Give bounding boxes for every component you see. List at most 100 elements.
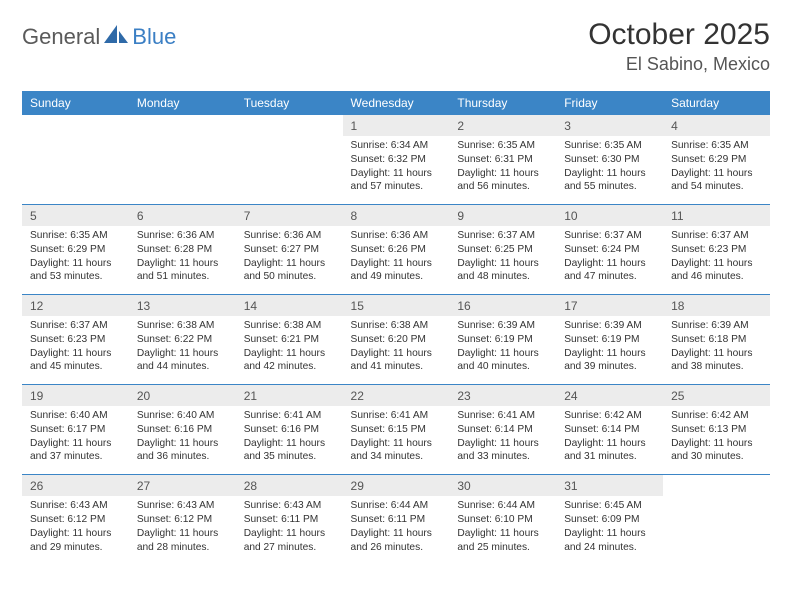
sunset-text: Sunset: 6:09 PM (564, 513, 655, 527)
sunset-text: Sunset: 6:28 PM (137, 243, 228, 257)
sunset-text: Sunset: 6:15 PM (351, 423, 442, 437)
day-number-row: 12131415161718 (22, 295, 770, 316)
daylight-text: Daylight: 11 hours and 41 minutes. (351, 347, 442, 375)
day-number-cell: 25 (663, 385, 770, 406)
sunset-text: Sunset: 6:32 PM (351, 153, 442, 167)
day-number-cell: 15 (343, 295, 450, 316)
day-number-cell (22, 115, 129, 136)
location-label: El Sabino, Mexico (588, 54, 770, 75)
day-detail-cell: Sunrise: 6:40 AMSunset: 6:17 PMDaylight:… (22, 406, 129, 475)
daylight-text: Daylight: 11 hours and 39 minutes. (564, 347, 655, 375)
day-detail-cell: Sunrise: 6:39 AMSunset: 6:18 PMDaylight:… (663, 316, 770, 385)
day-detail-cell: Sunrise: 6:35 AMSunset: 6:30 PMDaylight:… (556, 136, 663, 205)
day-detail-cell: Sunrise: 6:38 AMSunset: 6:21 PMDaylight:… (236, 316, 343, 385)
sunset-text: Sunset: 6:12 PM (30, 513, 121, 527)
day-detail-cell: Sunrise: 6:34 AMSunset: 6:32 PMDaylight:… (343, 136, 450, 205)
daylight-text: Daylight: 11 hours and 26 minutes. (351, 527, 442, 555)
day-number-row: 262728293031 (22, 475, 770, 496)
day-number-cell: 18 (663, 295, 770, 316)
daylight-text: Daylight: 11 hours and 36 minutes. (137, 437, 228, 465)
sunset-text: Sunset: 6:23 PM (30, 333, 121, 347)
day-number-cell: 9 (449, 205, 556, 226)
sunset-text: Sunset: 6:10 PM (457, 513, 548, 527)
day-number-cell: 19 (22, 385, 129, 406)
sunrise-text: Sunrise: 6:38 AM (137, 319, 228, 333)
sunset-text: Sunset: 6:18 PM (671, 333, 762, 347)
daylight-text: Daylight: 11 hours and 50 minutes. (244, 257, 335, 285)
sunrise-text: Sunrise: 6:35 AM (457, 139, 548, 153)
day-detail-cell: Sunrise: 6:43 AMSunset: 6:12 PMDaylight:… (22, 496, 129, 564)
day-number-cell: 21 (236, 385, 343, 406)
day-detail-cell: Sunrise: 6:35 AMSunset: 6:31 PMDaylight:… (449, 136, 556, 205)
day-number-cell: 8 (343, 205, 450, 226)
daylight-text: Daylight: 11 hours and 37 minutes. (30, 437, 121, 465)
sunset-text: Sunset: 6:16 PM (244, 423, 335, 437)
sunset-text: Sunset: 6:30 PM (564, 153, 655, 167)
day-detail-cell: Sunrise: 6:44 AMSunset: 6:11 PMDaylight:… (343, 496, 450, 564)
daylight-text: Daylight: 11 hours and 57 minutes. (351, 167, 442, 195)
daylight-text: Daylight: 11 hours and 24 minutes. (564, 527, 655, 555)
day-of-week-cell: Tuesday (236, 91, 343, 115)
sunrise-text: Sunrise: 6:35 AM (564, 139, 655, 153)
daylight-text: Daylight: 11 hours and 30 minutes. (671, 437, 762, 465)
sunrise-text: Sunrise: 6:36 AM (137, 229, 228, 243)
sunset-text: Sunset: 6:17 PM (30, 423, 121, 437)
day-number-cell: 28 (236, 475, 343, 496)
daylight-text: Daylight: 11 hours and 27 minutes. (244, 527, 335, 555)
logo-sail-icon (104, 25, 130, 50)
day-detail-row: Sunrise: 6:37 AMSunset: 6:23 PMDaylight:… (22, 316, 770, 385)
daylight-text: Daylight: 11 hours and 42 minutes. (244, 347, 335, 375)
sunrise-text: Sunrise: 6:35 AM (30, 229, 121, 243)
sunset-text: Sunset: 6:11 PM (244, 513, 335, 527)
day-number-row: 1234 (22, 115, 770, 136)
day-number-cell: 26 (22, 475, 129, 496)
sunrise-text: Sunrise: 6:35 AM (671, 139, 762, 153)
day-detail-cell (663, 496, 770, 564)
calendar-table: SundayMondayTuesdayWednesdayThursdayFrid… (22, 91, 770, 564)
day-detail-cell: Sunrise: 6:41 AMSunset: 6:15 PMDaylight:… (343, 406, 450, 475)
sunset-text: Sunset: 6:19 PM (564, 333, 655, 347)
sunrise-text: Sunrise: 6:41 AM (457, 409, 548, 423)
daylight-text: Daylight: 11 hours and 34 minutes. (351, 437, 442, 465)
day-number-cell: 16 (449, 295, 556, 316)
day-number-cell: 23 (449, 385, 556, 406)
sunset-text: Sunset: 6:31 PM (457, 153, 548, 167)
sunrise-text: Sunrise: 6:34 AM (351, 139, 442, 153)
sunrise-text: Sunrise: 6:45 AM (564, 499, 655, 513)
day-detail-cell: Sunrise: 6:36 AMSunset: 6:28 PMDaylight:… (129, 226, 236, 295)
logo: General Blue (22, 18, 176, 50)
sunrise-text: Sunrise: 6:40 AM (137, 409, 228, 423)
sunset-text: Sunset: 6:29 PM (30, 243, 121, 257)
sunrise-text: Sunrise: 6:39 AM (671, 319, 762, 333)
sunrise-text: Sunrise: 6:37 AM (671, 229, 762, 243)
sunrise-text: Sunrise: 6:43 AM (137, 499, 228, 513)
daylight-text: Daylight: 11 hours and 47 minutes. (564, 257, 655, 285)
day-detail-cell: Sunrise: 6:44 AMSunset: 6:10 PMDaylight:… (449, 496, 556, 564)
day-number-cell (236, 115, 343, 136)
day-detail-cell: Sunrise: 6:38 AMSunset: 6:20 PMDaylight:… (343, 316, 450, 385)
daylight-text: Daylight: 11 hours and 44 minutes. (137, 347, 228, 375)
sunset-text: Sunset: 6:13 PM (671, 423, 762, 437)
day-detail-cell (236, 136, 343, 205)
day-detail-row: Sunrise: 6:34 AMSunset: 6:32 PMDaylight:… (22, 136, 770, 205)
day-number-cell: 31 (556, 475, 663, 496)
sunset-text: Sunset: 6:16 PM (137, 423, 228, 437)
daylight-text: Daylight: 11 hours and 48 minutes. (457, 257, 548, 285)
daylight-text: Daylight: 11 hours and 35 minutes. (244, 437, 335, 465)
daylight-text: Daylight: 11 hours and 51 minutes. (137, 257, 228, 285)
day-number-cell: 20 (129, 385, 236, 406)
logo-text-blue: Blue (132, 24, 176, 50)
day-number-cell: 6 (129, 205, 236, 226)
day-number-cell: 3 (556, 115, 663, 136)
header-row: General Blue October 2025 El Sabino, Mex… (22, 18, 770, 75)
sunset-text: Sunset: 6:22 PM (137, 333, 228, 347)
sunrise-text: Sunrise: 6:38 AM (351, 319, 442, 333)
day-number-cell: 24 (556, 385, 663, 406)
sunrise-text: Sunrise: 6:44 AM (351, 499, 442, 513)
day-of-week-row: SundayMondayTuesdayWednesdayThursdayFrid… (22, 91, 770, 115)
day-number-cell: 27 (129, 475, 236, 496)
day-detail-cell: Sunrise: 6:39 AMSunset: 6:19 PMDaylight:… (449, 316, 556, 385)
day-detail-cell: Sunrise: 6:37 AMSunset: 6:23 PMDaylight:… (663, 226, 770, 295)
day-detail-cell: Sunrise: 6:36 AMSunset: 6:26 PMDaylight:… (343, 226, 450, 295)
sunrise-text: Sunrise: 6:36 AM (351, 229, 442, 243)
